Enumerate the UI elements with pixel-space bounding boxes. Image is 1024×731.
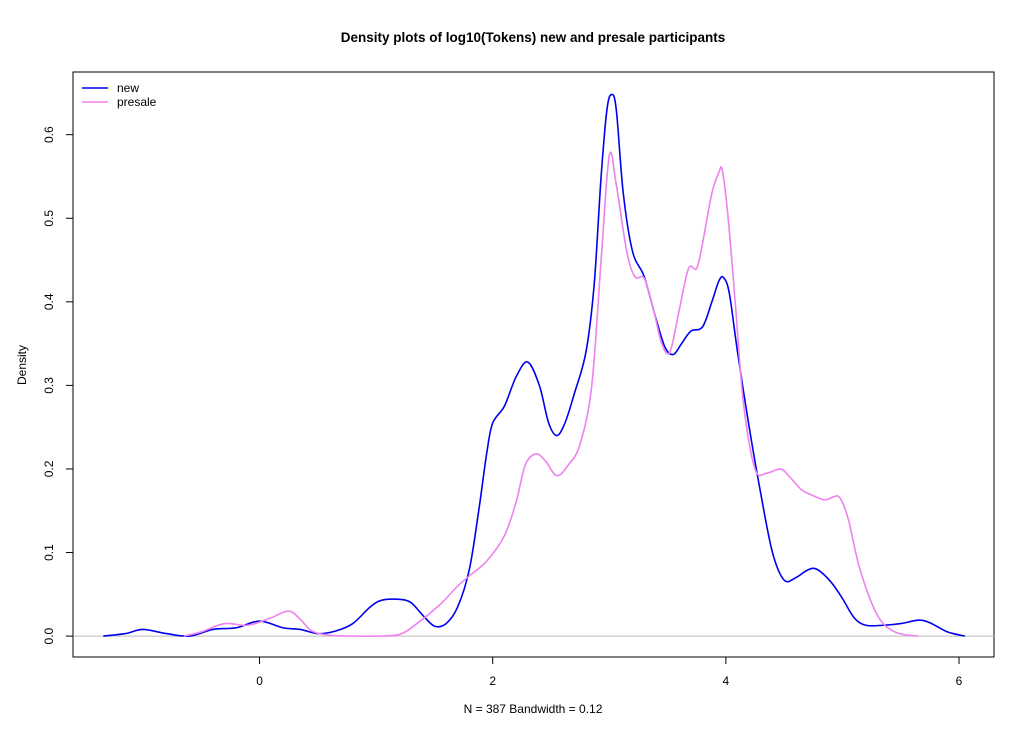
- density-line-new: [103, 93, 966, 638]
- x-tick-label: 0: [256, 674, 263, 688]
- y-tick-label: 0.6: [42, 126, 56, 143]
- chart-title: Density plots of log10(Tokens) new and p…: [341, 30, 726, 45]
- x-tick-label: 6: [956, 674, 963, 688]
- plot-frame: [72, 71, 995, 658]
- legend: new presale: [82, 81, 157, 109]
- y-tick-label: 0.0: [42, 627, 56, 644]
- density-line-presale: [183, 151, 919, 638]
- legend-label-presale: presale: [117, 95, 157, 109]
- y-tick-label: 0.2: [42, 460, 56, 477]
- x-tick-label: 4: [723, 674, 730, 688]
- legend-label-new: new: [117, 81, 139, 95]
- x-tick-label: 2: [489, 674, 496, 688]
- y-tick-label: 0.5: [42, 210, 56, 227]
- x-axis-label: N = 387 Bandwidth = 0.12: [464, 702, 603, 716]
- y-tick-label: 0.3: [42, 377, 56, 394]
- y-tick-label: 0.1: [42, 544, 56, 561]
- y-axis-label: Density: [15, 345, 29, 385]
- y-tick-label: 0.4: [42, 293, 56, 310]
